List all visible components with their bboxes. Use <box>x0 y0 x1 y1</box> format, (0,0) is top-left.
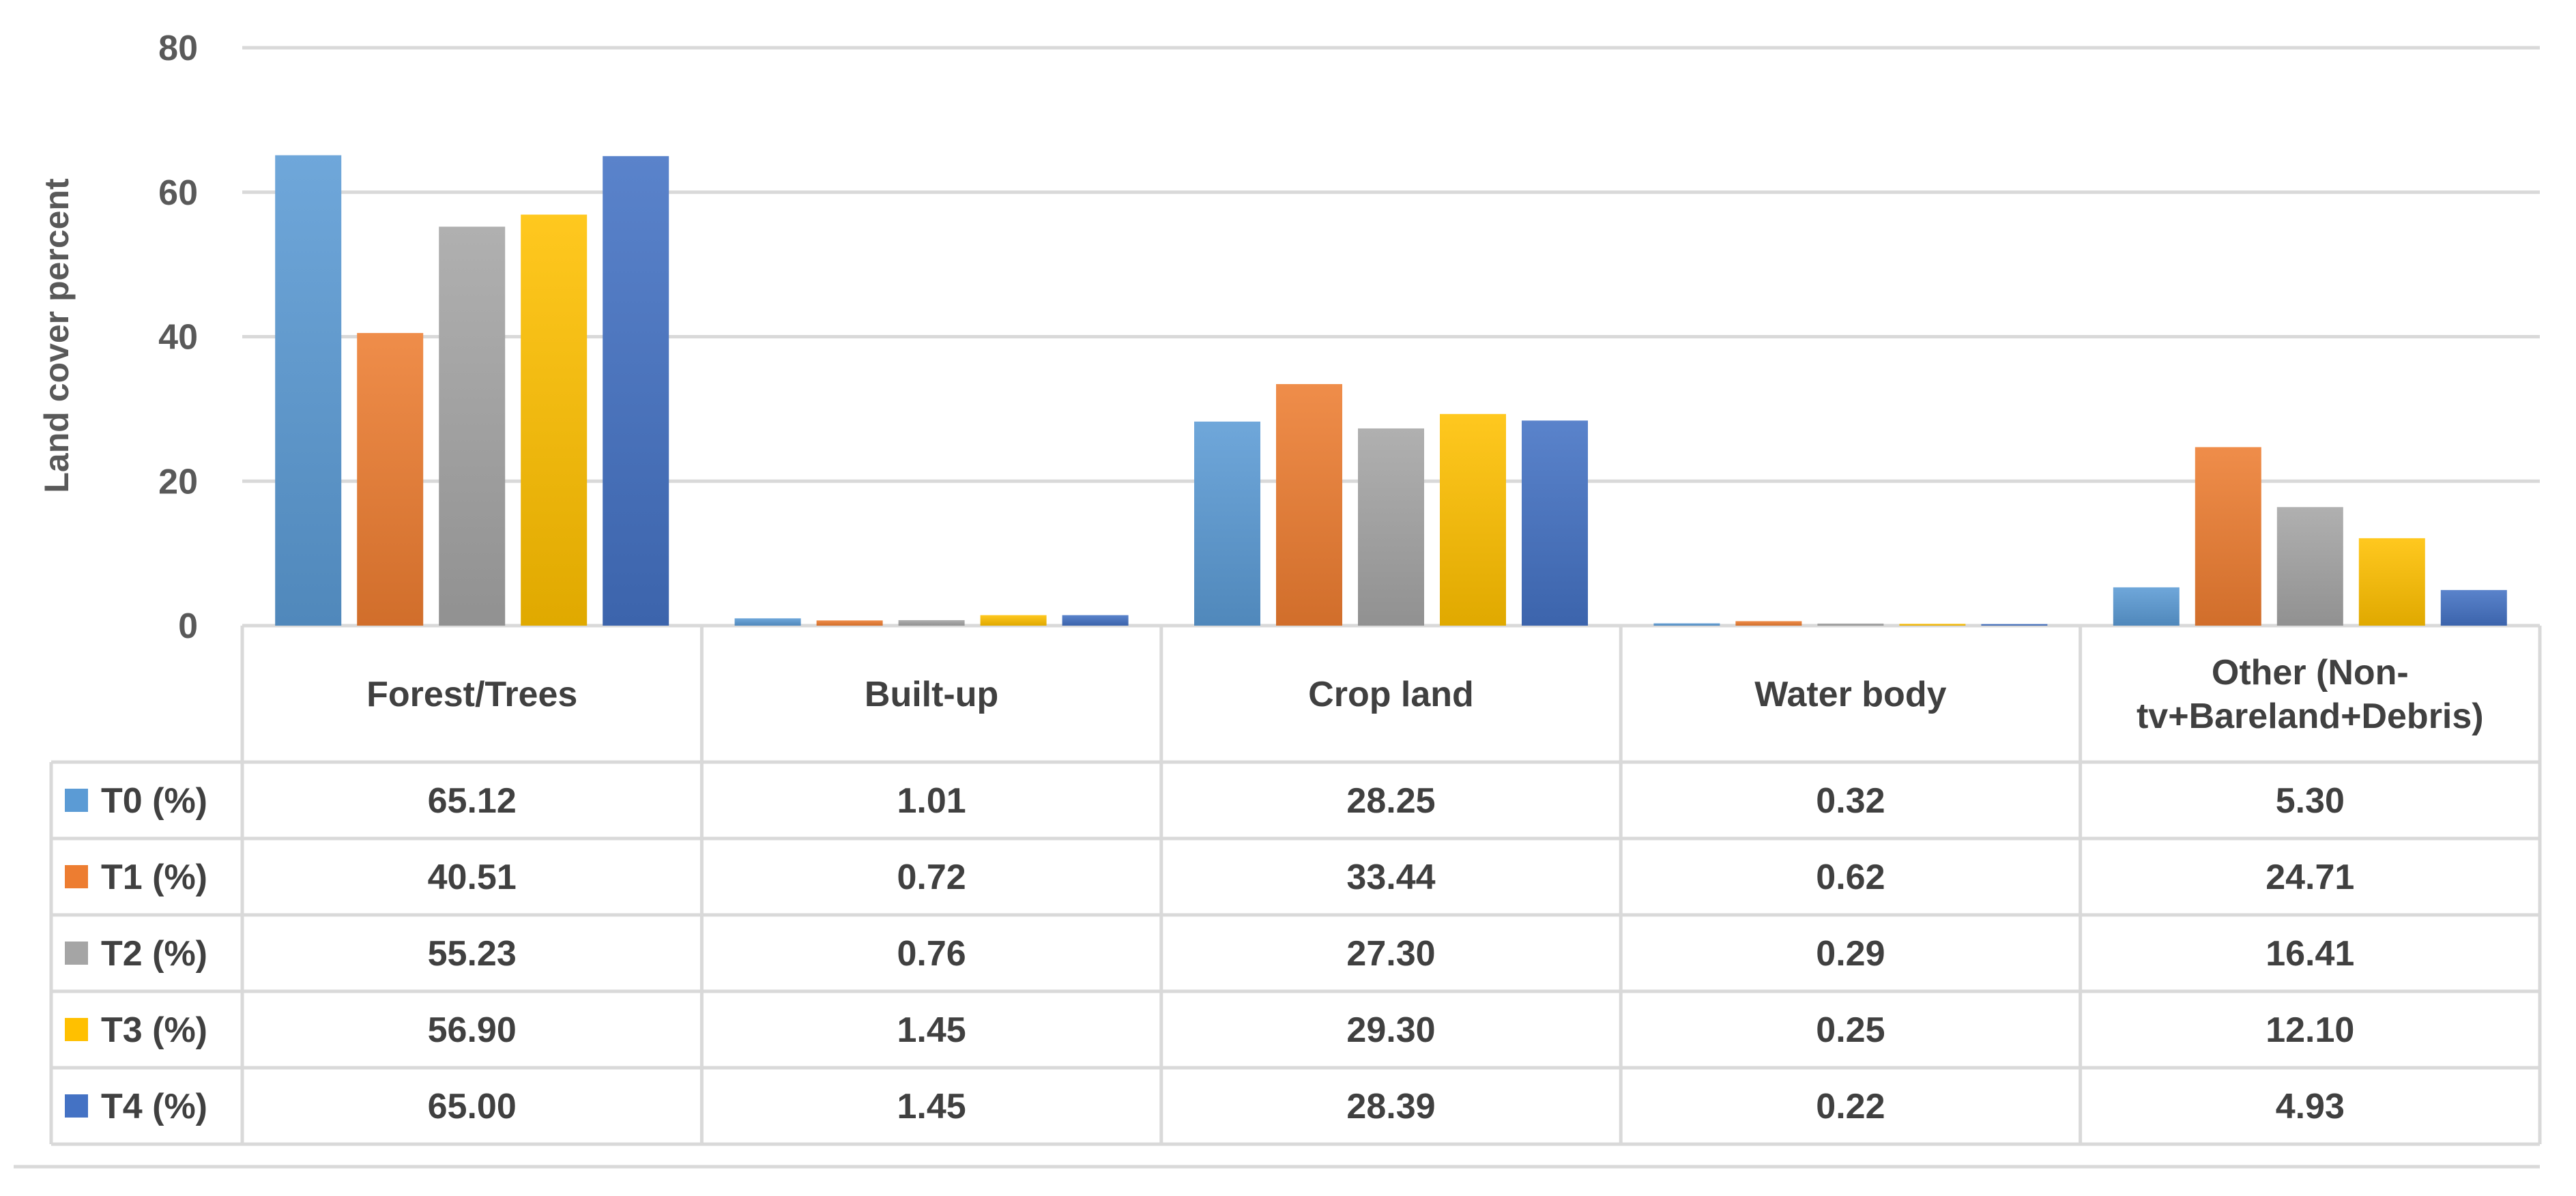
y-tick-label: 80 <box>158 29 198 68</box>
bar <box>734 618 801 626</box>
bar <box>2440 589 2507 626</box>
data-label: 55.23 <box>428 934 517 974</box>
y-tick-label: 20 <box>158 462 198 501</box>
category-label: Other (Non- <box>2212 653 2409 692</box>
data-label: 27.30 <box>1346 934 1435 974</box>
data-label: 0.29 <box>1816 934 1885 974</box>
legend-key <box>65 789 88 812</box>
data-label: 65.12 <box>428 781 517 821</box>
bar <box>357 333 424 626</box>
category-label: tv+Bareland+Debris) <box>2137 697 2484 736</box>
series-name: T1 (%) <box>101 858 207 897</box>
bar <box>1653 623 1720 626</box>
data-label: 56.90 <box>428 1010 517 1050</box>
data-label: 40.51 <box>428 858 517 897</box>
bars <box>275 155 2507 626</box>
series-name: T0 (%) <box>101 781 207 821</box>
bar <box>1522 420 1588 626</box>
data-label: 0.72 <box>897 858 966 897</box>
bar <box>898 619 965 626</box>
legend-key <box>65 942 88 965</box>
data-label: 1.01 <box>897 781 966 821</box>
legend-key <box>65 1018 88 1041</box>
series-name: T4 (%) <box>101 1087 207 1126</box>
data-label: 28.39 <box>1346 1087 1435 1126</box>
series-name: T2 (%) <box>101 934 207 974</box>
bar <box>603 156 669 626</box>
data-label: 0.76 <box>897 934 966 974</box>
data-label: 16.41 <box>2266 934 2354 974</box>
bar <box>1062 615 1129 626</box>
legend-key <box>65 1094 88 1118</box>
data-label: 24.71 <box>2266 858 2354 897</box>
series-name: T3 (%) <box>101 1010 207 1050</box>
bar <box>1817 623 1884 626</box>
bar <box>2113 587 2180 626</box>
y-axis-ticks: 0 20 40 60 80 <box>158 29 198 646</box>
data-label: 33.44 <box>1346 858 1435 897</box>
y-axis-label: Land cover percent <box>38 178 76 493</box>
data-table: Forest/Trees Built-up Crop land Water body O… <box>14 626 2542 1169</box>
bar <box>1358 428 1424 626</box>
data-label: 0.62 <box>1816 858 1885 897</box>
bar <box>1194 421 1260 626</box>
data-label: 65.00 <box>428 1087 517 1126</box>
data-label: 28.25 <box>1346 781 1435 821</box>
bar <box>521 214 588 626</box>
y-tick-label: 0 <box>178 607 198 646</box>
category-label: Built-up <box>865 675 998 714</box>
bar <box>816 620 883 626</box>
data-label: 0.25 <box>1816 1010 1885 1050</box>
data-label: 1.45 <box>897 1010 966 1050</box>
bar <box>275 155 342 626</box>
bar <box>1981 624 2048 626</box>
bar <box>2358 538 2425 626</box>
data-label: 5.30 <box>2276 781 2345 821</box>
category-label: Forest/Trees <box>366 675 577 714</box>
y-tick-label: 40 <box>158 318 198 358</box>
data-label: 1.45 <box>897 1087 966 1126</box>
data-label: 12.10 <box>2266 1010 2354 1050</box>
bar <box>1735 621 1802 626</box>
bar <box>1276 383 1342 626</box>
category-label: Crop land <box>1308 675 1474 714</box>
bar <box>439 227 506 626</box>
data-label: 0.32 <box>1816 781 1885 821</box>
y-tick-label: 60 <box>158 173 198 213</box>
data-label: 29.30 <box>1346 1010 1435 1050</box>
bar <box>1899 624 1966 626</box>
data-label: 0.22 <box>1816 1087 1885 1126</box>
bar <box>2276 507 2343 626</box>
data-label: 4.93 <box>2276 1087 2345 1126</box>
bar <box>1440 413 1506 626</box>
bar <box>980 615 1047 626</box>
category-label: Water body <box>1754 675 1946 714</box>
bar <box>2195 447 2261 626</box>
legend-key <box>65 865 88 888</box>
